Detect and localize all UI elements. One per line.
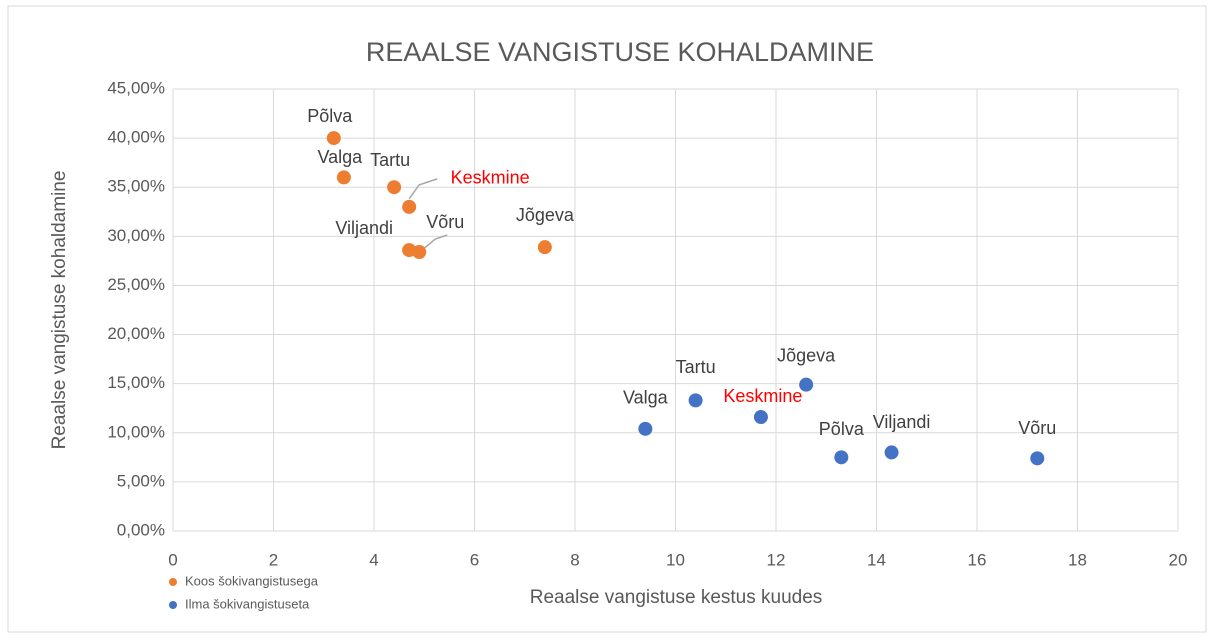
point [638, 421, 653, 436]
y-tick-label: 35,00% [107, 177, 165, 196]
x-tick-label: 16 [968, 550, 987, 569]
y-tick-label: 15,00% [107, 373, 165, 392]
y-tick-label: 25,00% [107, 275, 165, 294]
legend-label: Koos šokivangistusega [185, 573, 319, 588]
y-tick-label: 20,00% [107, 324, 165, 343]
point-label: Tartu [370, 150, 410, 170]
y-tick-label: 10,00% [107, 422, 165, 441]
point [753, 410, 768, 425]
x-tick-label: 10 [666, 550, 685, 569]
point [884, 445, 899, 460]
x-tick-label: 18 [1068, 550, 1087, 569]
y-tick-label: 40,00% [107, 128, 165, 147]
point-label: Põlva [307, 106, 353, 126]
point-label: Võru [1018, 418, 1056, 438]
y-tick-label: 45,00% [107, 78, 165, 97]
x-tick-label: 4 [369, 550, 378, 569]
point-label: Võru [426, 212, 464, 232]
point-label: Jõgeva [777, 345, 836, 365]
chart-frame [7, 5, 1207, 633]
point [1030, 451, 1045, 466]
point [387, 180, 402, 195]
point-label: Tartu [676, 357, 716, 377]
x-tick-label: 12 [767, 550, 786, 569]
point [412, 245, 427, 260]
y-tick-label: 5,00% [117, 471, 165, 490]
y-axis-title: Reaalse vangistuse kohaldamine [49, 171, 70, 450]
point [336, 170, 351, 185]
x-tick-label: 8 [570, 550, 579, 569]
point-label: Põlva [819, 419, 865, 439]
point [326, 131, 341, 146]
point-label: Valga [623, 388, 669, 408]
x-tick-label: 14 [867, 550, 886, 569]
point-label: Keskmine [451, 168, 530, 188]
chart-title: REAALSE VANGISTUSE KOHALDAMINE [366, 37, 874, 67]
x-tick-label: 6 [470, 550, 479, 569]
point [799, 377, 814, 392]
x-tick-label: 20 [1169, 550, 1188, 569]
y-tick-label: 30,00% [107, 226, 165, 245]
point-label: Keskmine [723, 386, 802, 406]
legend-marker [169, 601, 177, 609]
leader-line [408, 178, 438, 200]
leader-line [422, 234, 448, 250]
point-label: Viljandi [335, 218, 393, 238]
point [834, 450, 849, 465]
x-tick-label: 2 [269, 550, 278, 569]
point [688, 393, 703, 408]
x-axis-title: Reaalse vangistuse kestus kuudes [530, 587, 823, 608]
legend-marker [169, 578, 177, 586]
point [402, 199, 417, 214]
point-label: Jõgeva [516, 205, 575, 225]
point-label: Viljandi [873, 412, 931, 432]
y-tick-label: 0,00% [117, 520, 165, 539]
point [537, 240, 552, 255]
point-label: Valga [317, 147, 363, 167]
legend-label: Ilma šokivangistuseta [185, 596, 310, 611]
x-tick-label: 0 [168, 550, 177, 569]
